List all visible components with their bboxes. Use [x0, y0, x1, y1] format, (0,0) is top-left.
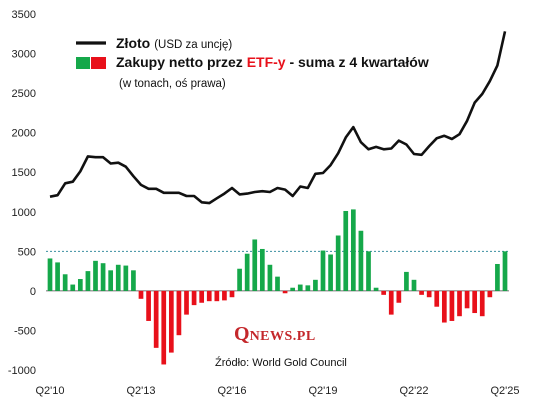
etf-bar [267, 264, 273, 291]
etf-bar [404, 271, 409, 291]
etf-bar [146, 290, 151, 321]
y-tick-label: 500 [18, 246, 36, 258]
y-tick-label: 1500 [12, 167, 36, 179]
etf-bar [85, 271, 91, 291]
etf-bar [388, 290, 394, 315]
etf-bar [381, 290, 387, 295]
etf-bar [222, 290, 227, 301]
etf-bar [313, 279, 318, 291]
etf-bar [131, 270, 136, 291]
etf-bar [237, 268, 242, 291]
etf-bar [305, 285, 311, 291]
etf-bar [115, 264, 121, 291]
etf-bars [47, 209, 508, 365]
etf-bar [495, 263, 500, 291]
x-axis: Q2'10 Q2'13 Q2'16 Q2'19 Q2'22 Q2'25 [35, 290, 520, 397]
etf-bar [320, 250, 326, 291]
etf-bar [184, 290, 189, 315]
x-tick-label: Q2'10 [35, 385, 64, 397]
etf-bar [297, 284, 303, 291]
etf-bar [161, 290, 167, 365]
etf-bar [290, 287, 296, 291]
etf-bar [335, 235, 341, 291]
etf-bar [434, 290, 440, 307]
legend-gold-label: Złoto (USD za uncję) [116, 35, 232, 51]
y-tick-label: 0 [30, 286, 36, 298]
y-tick-label: -1000 [8, 365, 36, 377]
source-note: Źródło: World Gold Council [215, 356, 347, 369]
etf-bar [77, 279, 83, 291]
legend-etf-note: (w tonach, oś prawa) [119, 78, 226, 90]
etf-bar [502, 251, 508, 291]
legend: Złoto (USD za uncję) Zakupy netto przez E… [76, 35, 429, 90]
etf-bar [138, 290, 144, 299]
x-tick-label: Q2'25 [490, 385, 519, 397]
etf-bar [206, 290, 212, 302]
etf-bar [62, 274, 68, 291]
etf-bar [411, 279, 417, 291]
etf-bar [275, 276, 280, 291]
y-tick-label: 3500 [12, 9, 36, 21]
etf-bar [419, 290, 424, 295]
etf-bar [441, 290, 447, 323]
etf-bar [168, 290, 174, 353]
gold-price-line [49, 31, 507, 205]
y-tick-label: -500 [14, 325, 36, 337]
etf-bar [449, 290, 455, 321]
etf-bar [350, 209, 356, 291]
y-axis: 3500 3000 2500 2000 1500 1000 500 0 -500 -1000 [8, 9, 36, 377]
legend-swatch-red [91, 57, 106, 69]
etf-bar [123, 265, 129, 291]
etf-bar [100, 263, 106, 291]
y-tick-label: 2000 [12, 128, 36, 140]
y-tick-label: 2500 [12, 88, 36, 100]
etf-bar [358, 230, 364, 291]
y-tick-label: 1000 [12, 207, 36, 219]
etf-bar [396, 290, 402, 303]
x-tick-label: Q2'19 [308, 385, 337, 397]
etf-bar [457, 290, 462, 317]
y-tick-label: 3000 [12, 49, 36, 61]
legend-swatch-green [76, 57, 90, 69]
etf-bar [472, 290, 478, 314]
etf-bar [199, 290, 205, 303]
legend-etf-label: Zakupy netto przez ETF-y - suma z 4 kwar… [116, 54, 429, 70]
etf-bar [176, 290, 182, 336]
etf-bar [487, 290, 493, 298]
etf-bar [244, 253, 250, 291]
logo-text: QNEWS.PL [234, 323, 316, 345]
x-tick-label: Q2'16 [217, 385, 246, 397]
etf-bar [229, 290, 235, 298]
etf-bar [108, 270, 114, 291]
etf-bar [366, 251, 371, 291]
qnews-logo: QNEWS.PL [226, 313, 336, 347]
etf-bar [153, 290, 159, 348]
x-tick-label: Q2'13 [126, 385, 155, 397]
etf-bar [479, 290, 485, 317]
etf-bar [464, 290, 470, 309]
etf-bar [214, 290, 220, 302]
etf-bar [426, 290, 432, 298]
etf-bar [70, 284, 76, 291]
etf-bar [191, 290, 197, 306]
etf-bar [93, 260, 98, 291]
etf-bar [252, 239, 258, 291]
etf-bar [282, 290, 288, 294]
etf-bar [47, 258, 53, 291]
etf-bar [259, 248, 265, 291]
x-tick-label: Q2'22 [399, 385, 428, 397]
etf-bar [55, 262, 60, 291]
etf-bar [328, 254, 333, 291]
etf-bar [343, 210, 349, 291]
etf-bar [373, 287, 379, 291]
